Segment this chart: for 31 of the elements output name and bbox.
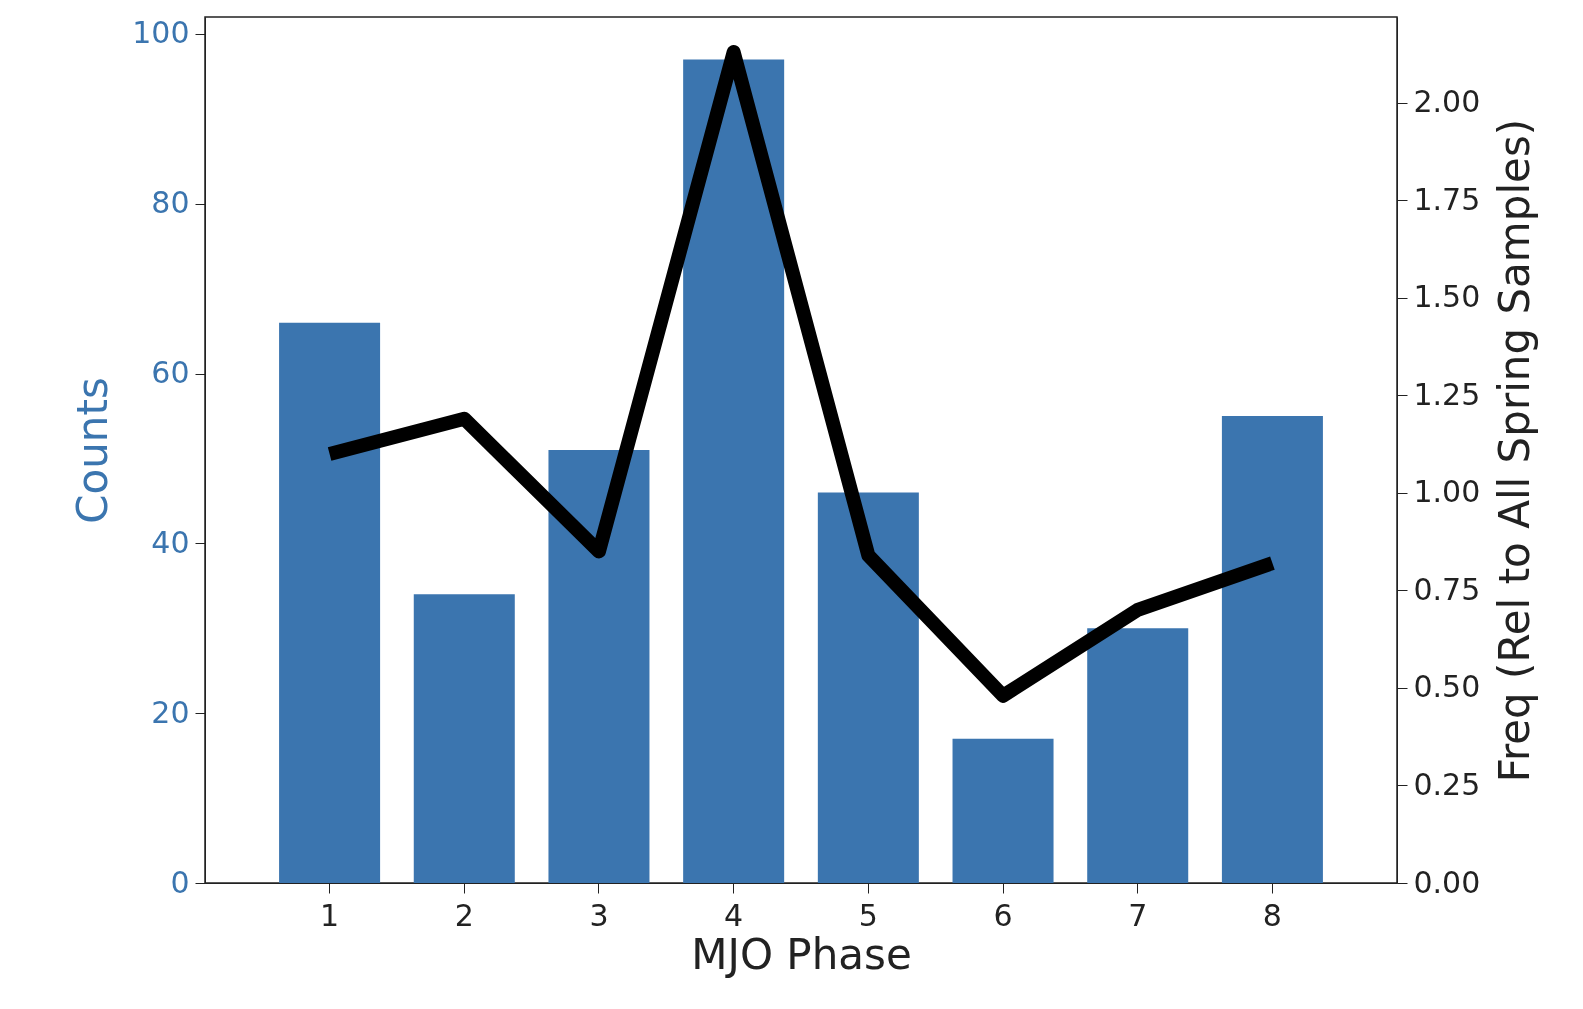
x-tick-label: 7 — [1128, 897, 1148, 933]
y-tick-label: 0 — [170, 864, 190, 900]
y2-tick-label: 0.50 — [1413, 669, 1481, 705]
x-tick-label: 2 — [454, 897, 474, 933]
x-tick-label: 6 — [993, 897, 1013, 933]
bar — [1087, 628, 1189, 883]
y2-axis-title: Freq (Rel to All Spring Samples) — [1490, 118, 1540, 783]
y2-tick-label: 1.25 — [1413, 376, 1481, 412]
y-tick-label: 60 — [151, 355, 190, 391]
x-tick-label: 3 — [589, 897, 609, 933]
bar — [279, 322, 381, 883]
x-tick-label: 8 — [1262, 897, 1282, 933]
bar — [683, 59, 785, 883]
y2-tick-label: 1.75 — [1413, 181, 1481, 217]
y2-tick-label: 0.00 — [1413, 864, 1481, 900]
y-tick-label: 100 — [132, 15, 190, 51]
y-axis-title: Counts — [68, 377, 118, 524]
bar — [1221, 416, 1323, 883]
bar — [952, 738, 1054, 883]
bar — [413, 594, 515, 883]
x-tick-label: 1 — [320, 897, 340, 933]
bar — [548, 450, 650, 883]
y-tick-label: 40 — [151, 524, 190, 560]
y2-tick-label: 0.25 — [1413, 766, 1481, 802]
y-tick-label: 20 — [151, 694, 190, 730]
bar — [817, 492, 919, 883]
y2-tick-label: 2.00 — [1413, 84, 1481, 120]
y2-tick-label: 1.00 — [1413, 474, 1481, 510]
y2-tick-label: 0.75 — [1413, 571, 1481, 607]
y2-tick-label: 1.50 — [1413, 279, 1481, 315]
y-tick-label: 80 — [151, 185, 190, 221]
